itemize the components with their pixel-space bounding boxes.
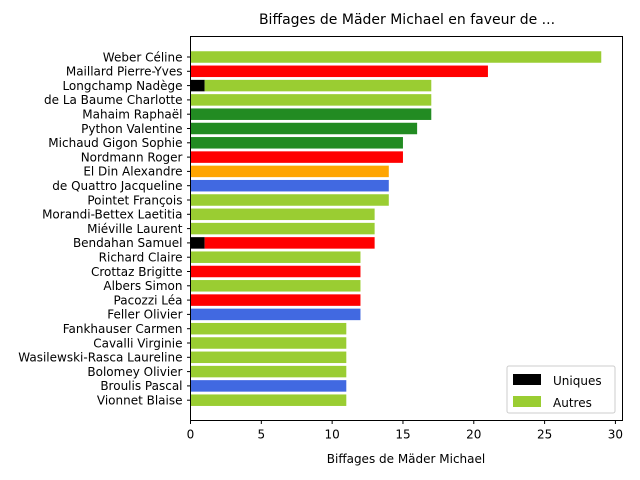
bar-autres-wasilewski-rasca-laureline — [190, 351, 347, 364]
y-tick-label-feller-olivier: Feller Olivier — [107, 308, 182, 322]
bar-autres-cavalli-virginie — [190, 337, 347, 349]
y-tick-label-de-quattro-jacqueline: de Quattro Jacqueline — [52, 179, 182, 193]
bar-autres-crottaz-brigitte — [190, 265, 361, 278]
y-tick-label-broulis-pascal: Broulis Pascal — [100, 379, 182, 393]
bar-autres-el-din-alexandre — [190, 165, 389, 178]
x-tick-label-25: 25 — [537, 428, 552, 442]
plot-frame — [190, 36, 623, 421]
bar-autres-vionnet-blaise — [190, 394, 347, 406]
x-tick-label-10: 10 — [324, 428, 339, 442]
bar-autres-bendahan-samuel — [204, 237, 375, 249]
x-tick-label-30: 30 — [608, 428, 623, 442]
legend-label-autres: Autres — [553, 396, 592, 410]
bar-autres-michaud-gigon-sophie — [190, 137, 403, 149]
legend-label-uniques: Uniques — [553, 374, 602, 388]
bar-uniques-bendahan-samuel — [190, 237, 205, 249]
bar-autres-albers-simon — [190, 280, 361, 292]
x-tick-label-20: 20 — [466, 428, 481, 442]
y-tick-label-bendahan-samuel: Bendahan Samuel — [73, 236, 183, 250]
bar-autres-longchamp-nadege — [204, 79, 432, 92]
bar-autres-pacozzi-lea — [190, 294, 361, 306]
y-tick-label-pacozzi-lea: Pacozzi Léa — [114, 293, 183, 307]
y-tick-label-fankhauser-carmen: Fankhauser Carmen — [63, 322, 183, 336]
bar-autres-de-la-baume-charlotte — [190, 94, 432, 106]
bar-uniques-longchamp-nadege — [190, 79, 205, 92]
legend: Uniques Autres — [506, 365, 616, 414]
y-tick-label-morandi-bettex-laetitia: Morandi-Bettex Laetitia — [42, 208, 182, 222]
x-axis-label: Biffages de Mäder Michael — [327, 452, 485, 466]
bar-autres-morandi-bettex-laetitia — [190, 208, 375, 221]
bar-autres-de-quattro-jacqueline — [190, 179, 389, 192]
bar-autres-mieville-laurent — [190, 222, 375, 235]
y-tick-label-de-la-baume-charlotte: de La Baume Charlotte — [44, 93, 183, 107]
bar-autres-python-valentine — [190, 122, 418, 135]
y-tick-label-albers-simon: Albers Simon — [103, 279, 182, 293]
x-tick-label-15: 15 — [395, 428, 410, 442]
y-tick-label-maillard-pierre-yves: Maillard Pierre-Yves — [66, 65, 183, 79]
legend-swatch-uniques — [513, 374, 541, 385]
y-tick-label-wasilewski-rasca-laureline: Wasilewski-Rasca Laureline — [18, 351, 182, 365]
bar-autres-maillard-pierre-yves — [190, 65, 488, 78]
y-tick-label-longchamp-nadege: Longchamp Nadège — [62, 79, 182, 93]
y-tick-label-vionnet-blaise: Vionnet Blaise — [97, 394, 183, 408]
bar-autres-feller-olivier — [190, 308, 361, 321]
y-tick-label-michaud-gigon-sophie: Michaud Gigon Sophie — [48, 136, 182, 150]
y-tick-label-mieville-laurent: Miéville Laurent — [87, 222, 183, 236]
y-tick-label-python-valentine: Python Valentine — [81, 122, 182, 136]
x-ticks: 0 5 10 15 20 25 30 — [187, 420, 623, 442]
x-tick-label-0: 0 — [187, 428, 195, 442]
y-tick-label-mahaim-raphael: Mahaim Raphaël — [82, 108, 182, 122]
y-tick-label-nordmann-roger: Nordmann Roger — [81, 150, 183, 164]
y-tick-label-cavalli-virginie: Cavalli Virginie — [93, 336, 182, 350]
bar-autres-bolomey-olivier — [190, 365, 347, 378]
bar-autres-pointet-francois — [190, 194, 389, 206]
chart-title: Biffages de Mäder Michael en faveur de .… — [259, 12, 555, 28]
y-tick-label-crottaz-brigitte: Crottaz Brigitte — [91, 265, 183, 279]
bar-autres-weber-celine — [190, 51, 602, 63]
bar-autres-richard-claire — [190, 251, 361, 263]
bars-group — [190, 51, 602, 406]
bar-autres-fankhauser-carmen — [190, 322, 347, 335]
y-tick-label-el-din-alexandre: El Din Alexandre — [83, 165, 182, 179]
legend-swatch-autres — [513, 396, 541, 407]
y-tick-label-weber-celine: Weber Céline — [103, 50, 183, 64]
bar-autres-broulis-pascal — [190, 380, 347, 392]
y-tick-label-bolomey-olivier: Bolomey Olivier — [87, 365, 182, 379]
x-tick-label-5: 5 — [257, 428, 265, 442]
bar-autres-nordmann-roger — [190, 151, 403, 163]
bar-autres-mahaim-raphael — [190, 108, 432, 120]
y-tick-label-richard-claire: Richard Claire — [99, 251, 183, 265]
y-tick-label-pointet-francois: Pointet François — [87, 193, 182, 207]
